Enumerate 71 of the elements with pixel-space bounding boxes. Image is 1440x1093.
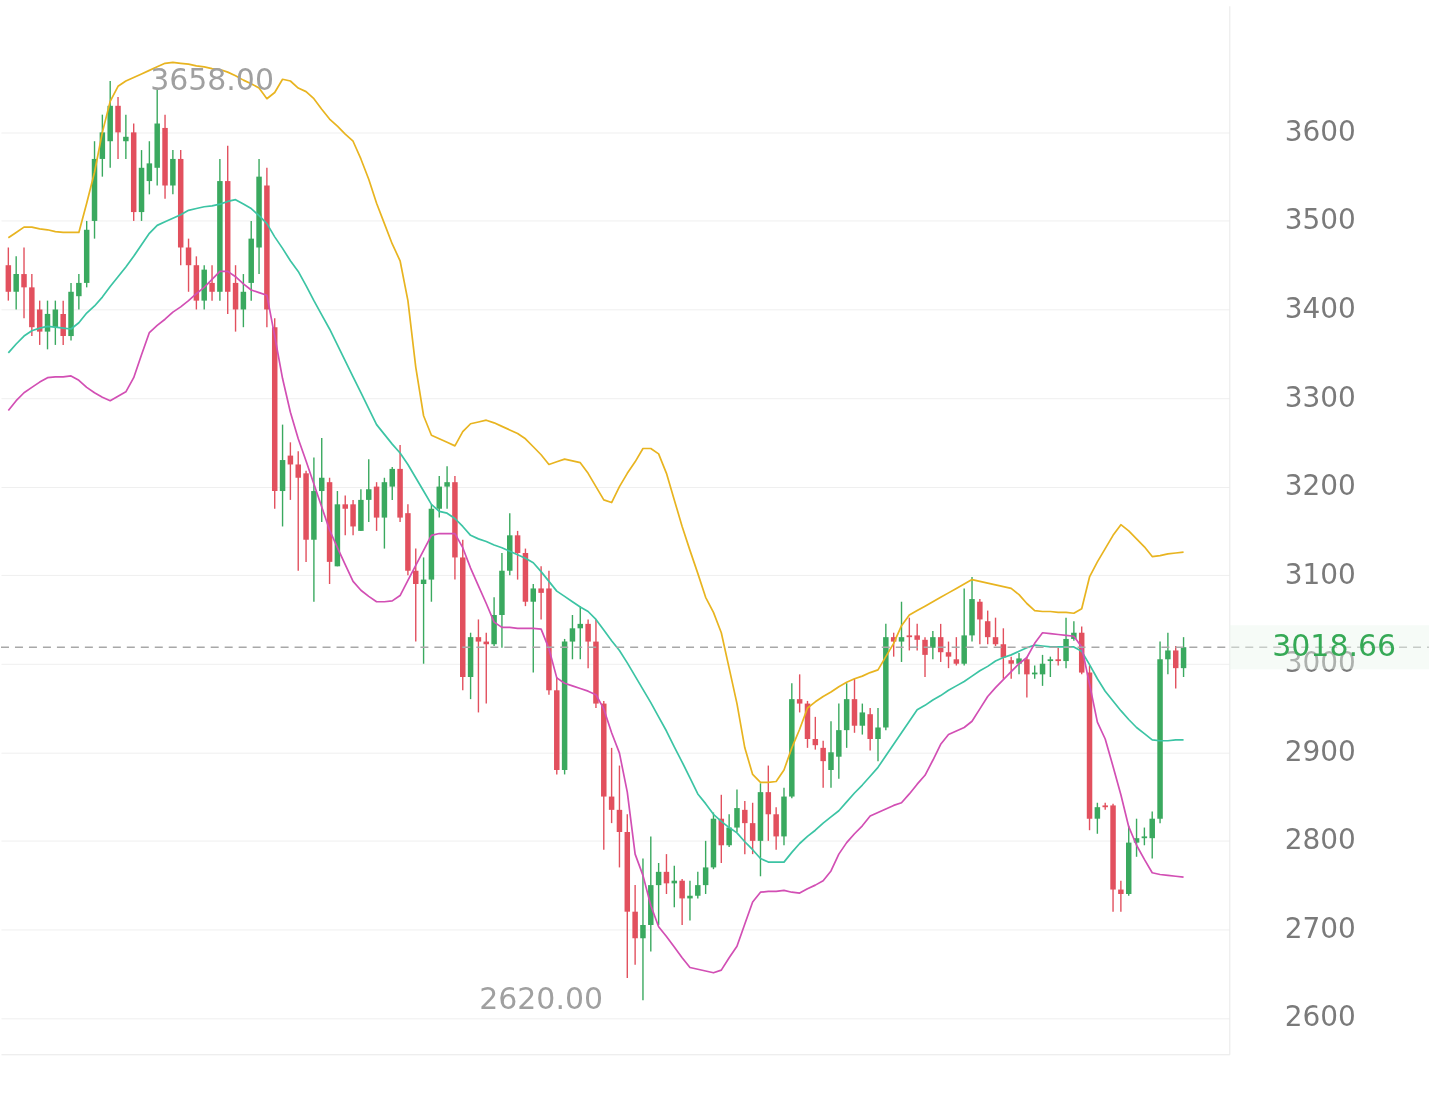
candlestick [945,640,952,669]
line-series [7,198,1185,863]
candlestick [1094,802,1101,835]
candlestick [1180,636,1187,678]
candlestick [734,788,740,833]
y-tick-label: 3200 [1284,469,1356,503]
candlestick [185,237,192,293]
candlestick [796,673,803,714]
candlestick [765,764,772,842]
candlestick [1149,810,1155,860]
candlestick [984,609,991,645]
candlestick [859,702,866,736]
candlestick [146,140,153,196]
candlestick [914,623,920,652]
candlestick [1024,655,1030,699]
candlestick [992,616,999,647]
candlestick [702,840,709,895]
y-tick-label: 2800 [1284,823,1356,857]
candlestick [350,499,356,537]
candlestick [366,458,372,523]
candlestick [538,565,544,621]
candlestick [922,636,928,678]
candlestick [1063,616,1069,669]
y-tick-label: 3400 [1284,291,1356,325]
line-series [7,61,1185,784]
candlestick [1165,632,1171,676]
candlestick [1047,655,1054,678]
candlestick [695,871,701,900]
candlestick [679,878,685,926]
candlestick [21,246,27,320]
candlestick [616,764,623,869]
line-series [7,270,1185,974]
y-tick-label: 2600 [1284,1000,1356,1034]
candlestick [436,475,442,519]
candlestick [820,740,826,789]
candlestick [898,601,905,663]
candlestick [930,630,936,660]
candlestick [76,273,82,311]
candlestick [828,720,834,789]
candlestick [726,813,732,848]
candlestick [444,465,450,510]
candlestick [953,636,960,667]
candlestick [389,466,395,501]
candlestick [295,450,301,572]
y-tick-label: 3100 [1284,557,1356,591]
candlestick [13,255,19,311]
candlestick [209,264,215,302]
candlestick [1008,655,1014,680]
candlestick [742,800,748,855]
y-tick-label: 3600 [1284,114,1356,148]
candlestick [514,530,521,581]
candlestick [640,857,646,1001]
y-tick-label: 2900 [1284,734,1356,768]
candlestick [569,614,576,660]
y-tick-label: 3500 [1284,203,1356,237]
candlestick [875,707,881,762]
y-tick-label: 3300 [1284,380,1356,414]
candlestick [1118,880,1124,913]
candlestick [530,583,537,674]
candlestick [123,113,129,160]
candlestick [60,299,66,346]
candlestick [773,806,779,851]
annotation: 2620.00 [479,981,604,1017]
candlestick [906,616,913,652]
candlestick [977,598,983,645]
candlestick [585,618,591,669]
candlestick [749,802,756,855]
candlestick [342,494,348,537]
candlestick [475,618,482,714]
y-tick-label: 2700 [1284,911,1356,945]
candlestick [1172,645,1179,690]
